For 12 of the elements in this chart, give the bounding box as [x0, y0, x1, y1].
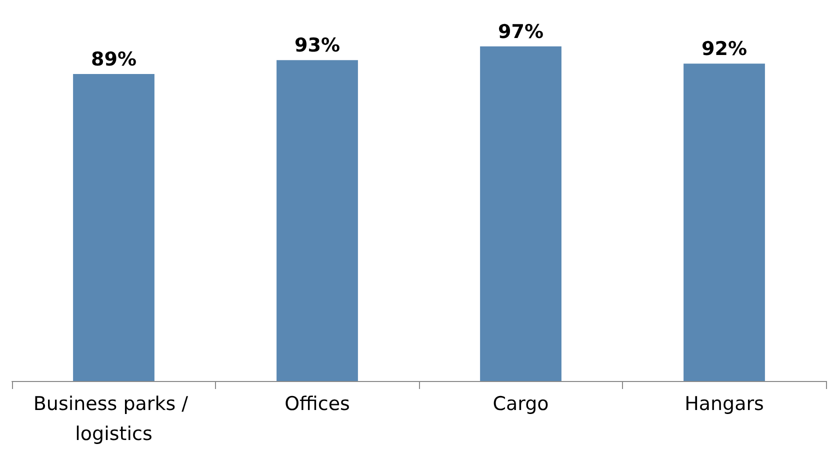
x-tick-label: Hangars	[684, 393, 764, 415]
bar	[480, 46, 562, 381]
bar	[73, 74, 154, 381]
bar	[684, 64, 765, 381]
data-label: 93%	[294, 34, 340, 57]
bar	[276, 60, 358, 381]
x-tick-label: Business parks / logistics	[33, 393, 194, 445]
data-label: 97%	[498, 20, 544, 43]
x-tick-label: Cargo	[492, 393, 549, 415]
data-label: 92%	[702, 38, 747, 60]
x-tick-label: Offices	[284, 393, 350, 415]
data-label: 89%	[91, 48, 136, 70]
